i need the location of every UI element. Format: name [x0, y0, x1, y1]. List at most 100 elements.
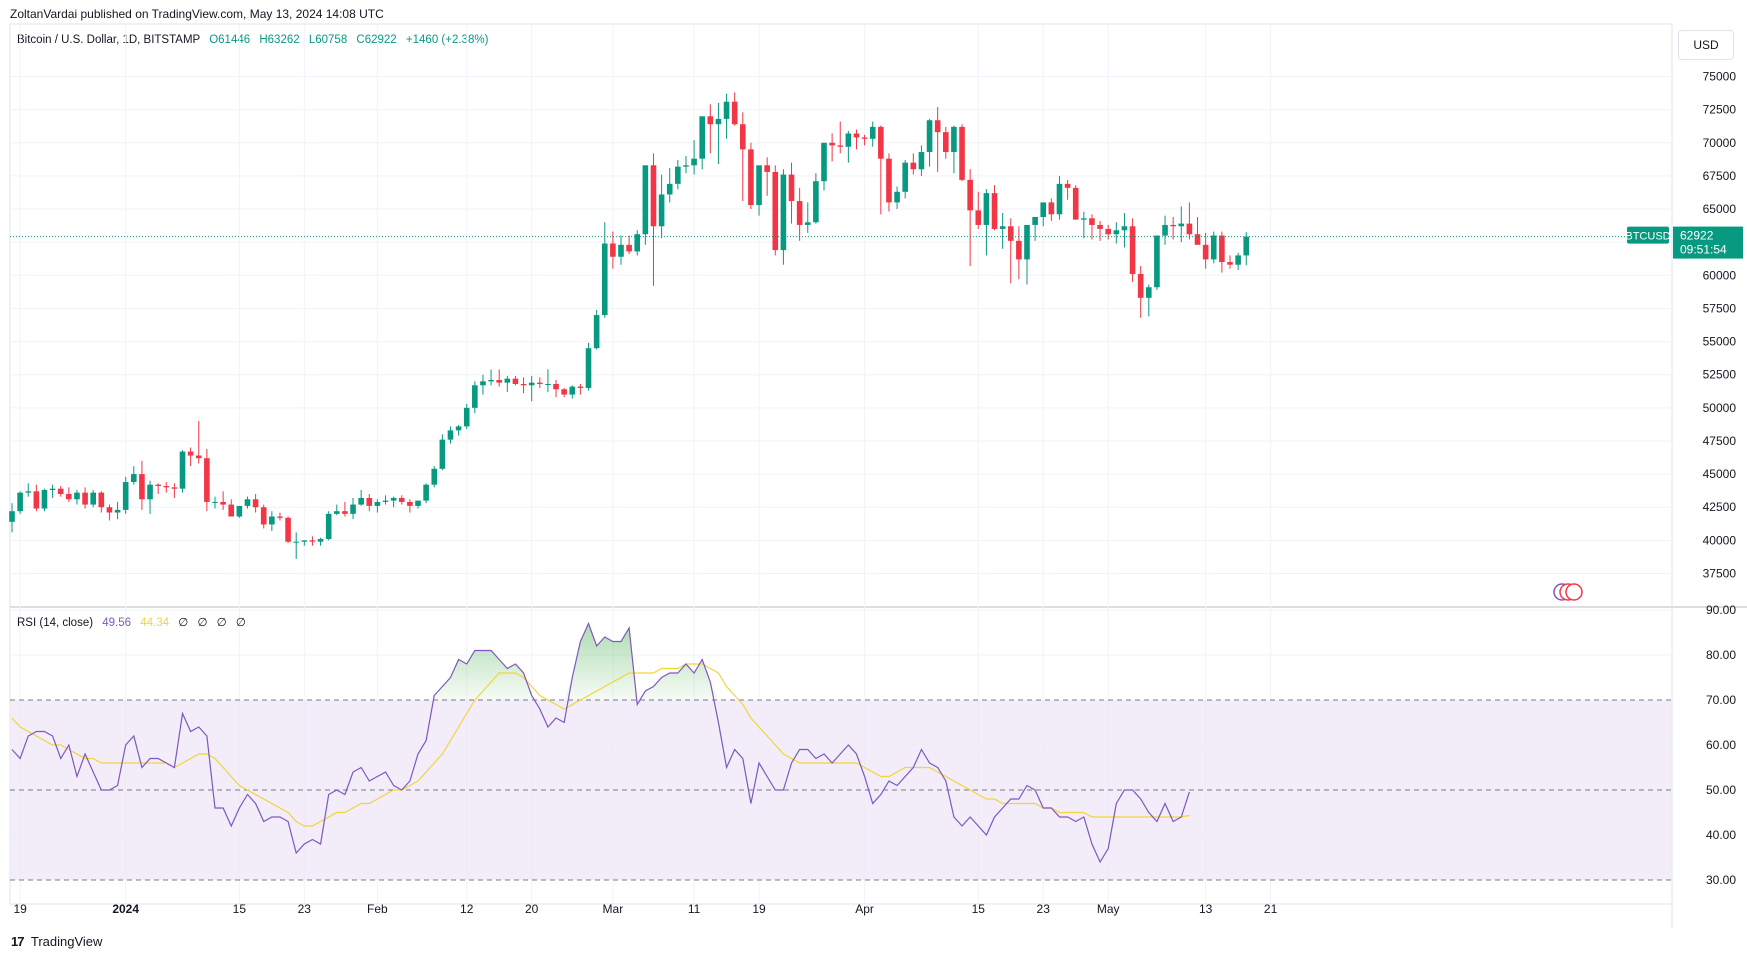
candle-body	[1089, 218, 1095, 225]
rsi-tick-label: 60.00	[1706, 738, 1736, 752]
candle-body	[1194, 234, 1201, 245]
candle-body	[926, 120, 933, 153]
candle-body	[666, 183, 673, 195]
low-value: L60758	[308, 34, 348, 46]
x-tick-label: 21	[1264, 902, 1278, 916]
rsi-tick-label: 70.00	[1706, 693, 1736, 707]
rsi-overbought-fill	[12, 623, 1190, 700]
candle-body	[334, 511, 340, 514]
rsi-tick-label: 90.00	[1706, 603, 1736, 617]
candle-body	[57, 488, 64, 494]
candle-body	[423, 484, 429, 501]
candle-body	[1178, 223, 1185, 227]
candle-body	[17, 492, 23, 512]
candle-body	[537, 382, 543, 384]
price-tick-label: 57500	[1703, 301, 1737, 315]
candle-body	[49, 488, 56, 490]
x-tick-label: 2024	[112, 902, 139, 916]
candle-body	[618, 244, 624, 257]
candle-body	[650, 165, 657, 227]
candle-body	[212, 501, 218, 503]
candle-body	[748, 149, 754, 206]
open-value: O61446	[209, 34, 251, 46]
candle-body	[1146, 287, 1152, 298]
candle-body	[472, 385, 478, 408]
candle-body	[788, 174, 795, 202]
candle-body	[106, 507, 113, 513]
candle-body	[204, 458, 210, 502]
candle-body	[431, 468, 438, 485]
candle-body	[512, 378, 519, 384]
candle-body	[642, 165, 649, 235]
candle-body	[1064, 183, 1071, 188]
candle-body	[1081, 218, 1087, 220]
candle-body	[285, 517, 291, 542]
candle-body	[228, 504, 235, 517]
candle-body	[90, 492, 96, 505]
candle-body	[585, 348, 592, 388]
x-tick-label: 15	[972, 902, 986, 916]
candle-body	[951, 126, 957, 153]
candle-body	[943, 132, 949, 153]
candle-body	[861, 137, 868, 139]
candle-body	[959, 126, 965, 180]
candle-body	[1129, 226, 1136, 274]
candle-body	[1235, 255, 1241, 265]
candle-body	[715, 118, 722, 125]
price-tag-value: 62922	[1680, 229, 1714, 243]
candle-body	[902, 162, 908, 192]
candle-body	[447, 430, 454, 440]
candle-body	[187, 451, 194, 456]
candle-body	[439, 439, 446, 469]
candle-body	[1048, 202, 1055, 215]
x-tick-label: 19	[13, 902, 27, 916]
rsi-extra-values: ∅ ∅ ∅ ∅	[178, 617, 249, 629]
candle-body	[1219, 235, 1225, 263]
x-tick-label: Mar	[603, 902, 624, 916]
candle-body	[488, 380, 494, 382]
candle-body	[163, 486, 170, 488]
candle-body	[675, 166, 681, 184]
candle-body	[244, 499, 251, 506]
candle-body	[1137, 273, 1144, 298]
candle-body	[195, 455, 202, 459]
candle-body	[66, 493, 72, 500]
candle-body	[561, 389, 567, 395]
symbol-tag-label: BTCUSD	[1625, 231, 1670, 243]
candle-body	[658, 194, 665, 227]
candle-body	[553, 383, 559, 390]
candle-body	[407, 501, 413, 506]
candle-body	[975, 210, 982, 225]
candle-body	[82, 492, 88, 505]
x-tick-label: 20	[525, 902, 539, 916]
currency-button[interactable]: USD	[1678, 30, 1734, 60]
candle-body	[1007, 226, 1014, 241]
candle-body	[1227, 262, 1233, 265]
candle-body	[610, 243, 616, 257]
candle-body	[813, 181, 819, 223]
x-tick-label: Apr	[855, 902, 874, 916]
candle-body	[967, 179, 973, 211]
candle-body	[269, 516, 275, 525]
candle-body	[220, 501, 226, 505]
price-tick-label: 65000	[1703, 202, 1737, 216]
candle-body	[1154, 235, 1160, 288]
candle-body	[845, 133, 852, 147]
candle-body	[894, 191, 900, 203]
candle-body	[398, 497, 405, 502]
price-tick-label: 50000	[1703, 401, 1737, 415]
candle-body	[1032, 216, 1038, 225]
candle-body	[155, 484, 161, 487]
symbol-title: Bitcoin / U.S. Dollar, 1D, BITSTAMP	[17, 34, 200, 46]
candle-body	[1056, 183, 1063, 215]
candle-body	[837, 145, 844, 147]
candle-body	[707, 116, 714, 125]
candle-body	[325, 513, 332, 540]
price-tick-label: 70000	[1703, 136, 1737, 150]
close-value: C62922	[356, 34, 397, 46]
candle-body	[780, 174, 787, 251]
candle-body	[569, 386, 576, 395]
candle-body	[910, 162, 917, 170]
candle-body	[463, 407, 470, 427]
